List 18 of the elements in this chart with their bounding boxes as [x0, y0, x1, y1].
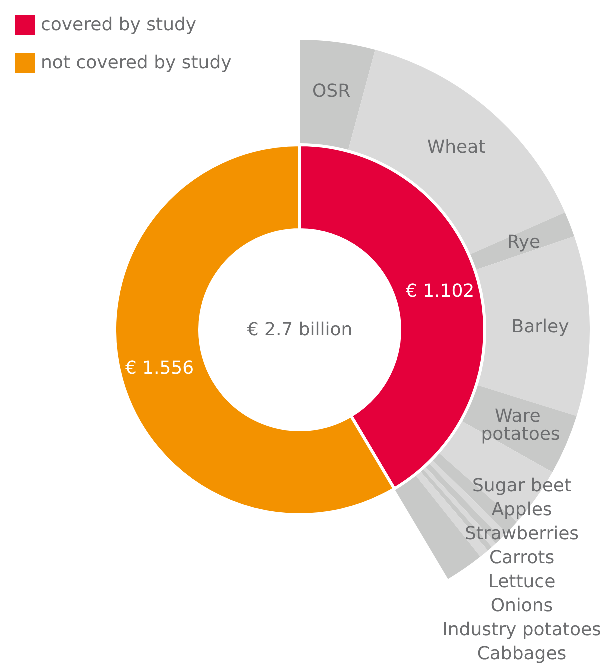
slice-label: Barley: [512, 316, 570, 338]
legend-label: not covered by study: [41, 52, 232, 74]
slice-label: OSR: [312, 81, 351, 102]
data-label: € 1.102: [406, 280, 475, 302]
slice-label: Ware potatoes: [481, 406, 560, 445]
legend-label: covered by study: [41, 14, 197, 36]
slice-label: Apples: [492, 500, 552, 520]
data-label: € 1.556: [125, 358, 194, 380]
slice-label: Industry potatoes: [442, 620, 602, 640]
text: € 2.7 billion: [247, 320, 353, 340]
slice-label: Strawberries: [464, 524, 580, 544]
slice-label: Rye: [507, 232, 541, 253]
slice-label: Cabbages: [477, 644, 567, 663]
slice-label: Lettuce: [488, 572, 556, 592]
slice-label: Carrots: [489, 548, 555, 568]
slice-label: Wheat: [427, 136, 486, 158]
slice-label: Onions: [490, 596, 554, 616]
slice-label: Sugar beet: [472, 476, 572, 496]
